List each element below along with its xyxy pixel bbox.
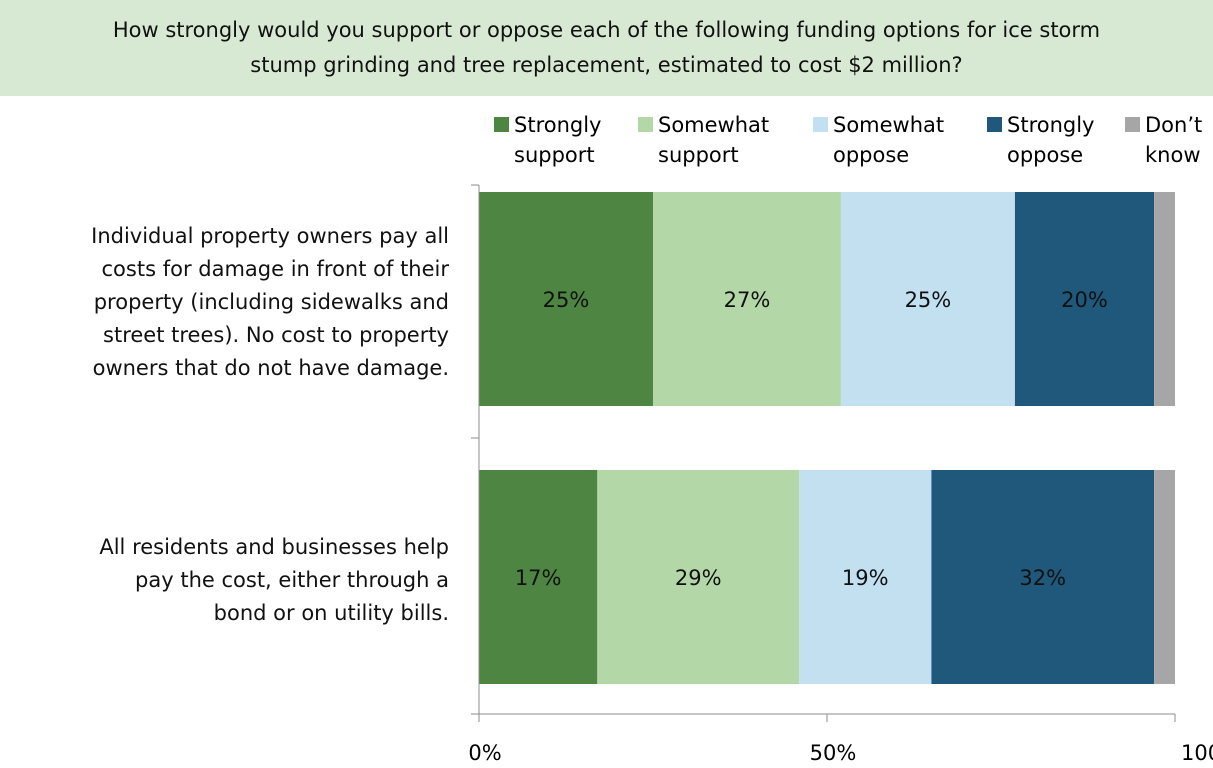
category-label: All residents and businesses help pay th… [99,534,449,625]
legend-label: Somewhat support [658,113,770,167]
legend-swatch [1125,117,1140,132]
bar-segment [653,192,841,406]
bar-value-label: 19% [842,566,889,590]
bar-value-label: 20% [1061,288,1108,312]
question-text: How strongly would you support or oppose… [112,18,1101,77]
legend-label: Somewhat oppose [833,113,945,167]
legend-swatch [987,117,1002,132]
legend-swatch [638,117,653,132]
legend-swatch [494,117,509,132]
bar-value-label: 27% [724,288,771,312]
bar-segment [799,470,932,684]
legend-swatch [813,117,828,132]
x-tick-label: 100% [1181,741,1213,765]
bar-segment [597,470,800,684]
bar-value-label: 25% [543,288,590,312]
x-tick-label: 50% [810,741,857,765]
bar-value-label: 25% [905,288,952,312]
x-tick-label: 0% [468,741,501,765]
legend-label: Don’t know [1145,113,1203,167]
question-header: How strongly would you support or oppose… [0,0,1213,96]
bar-value-label: 29% [675,566,722,590]
bar-segment [840,192,1015,406]
legend-label: Strongly support [514,113,602,167]
bar-segment [931,470,1155,684]
category-label: Individual property owners pay all costs… [91,223,449,380]
bar-value-label: 17% [515,566,562,590]
legend-label: Strongly oppose [1007,113,1095,167]
bar-segment [479,470,598,684]
bar-value-label: 32% [1019,566,1066,590]
bar-segment [1014,192,1155,406]
bar-segment [1154,470,1175,684]
bar-segment [1154,192,1175,406]
bar-segment [479,192,653,406]
